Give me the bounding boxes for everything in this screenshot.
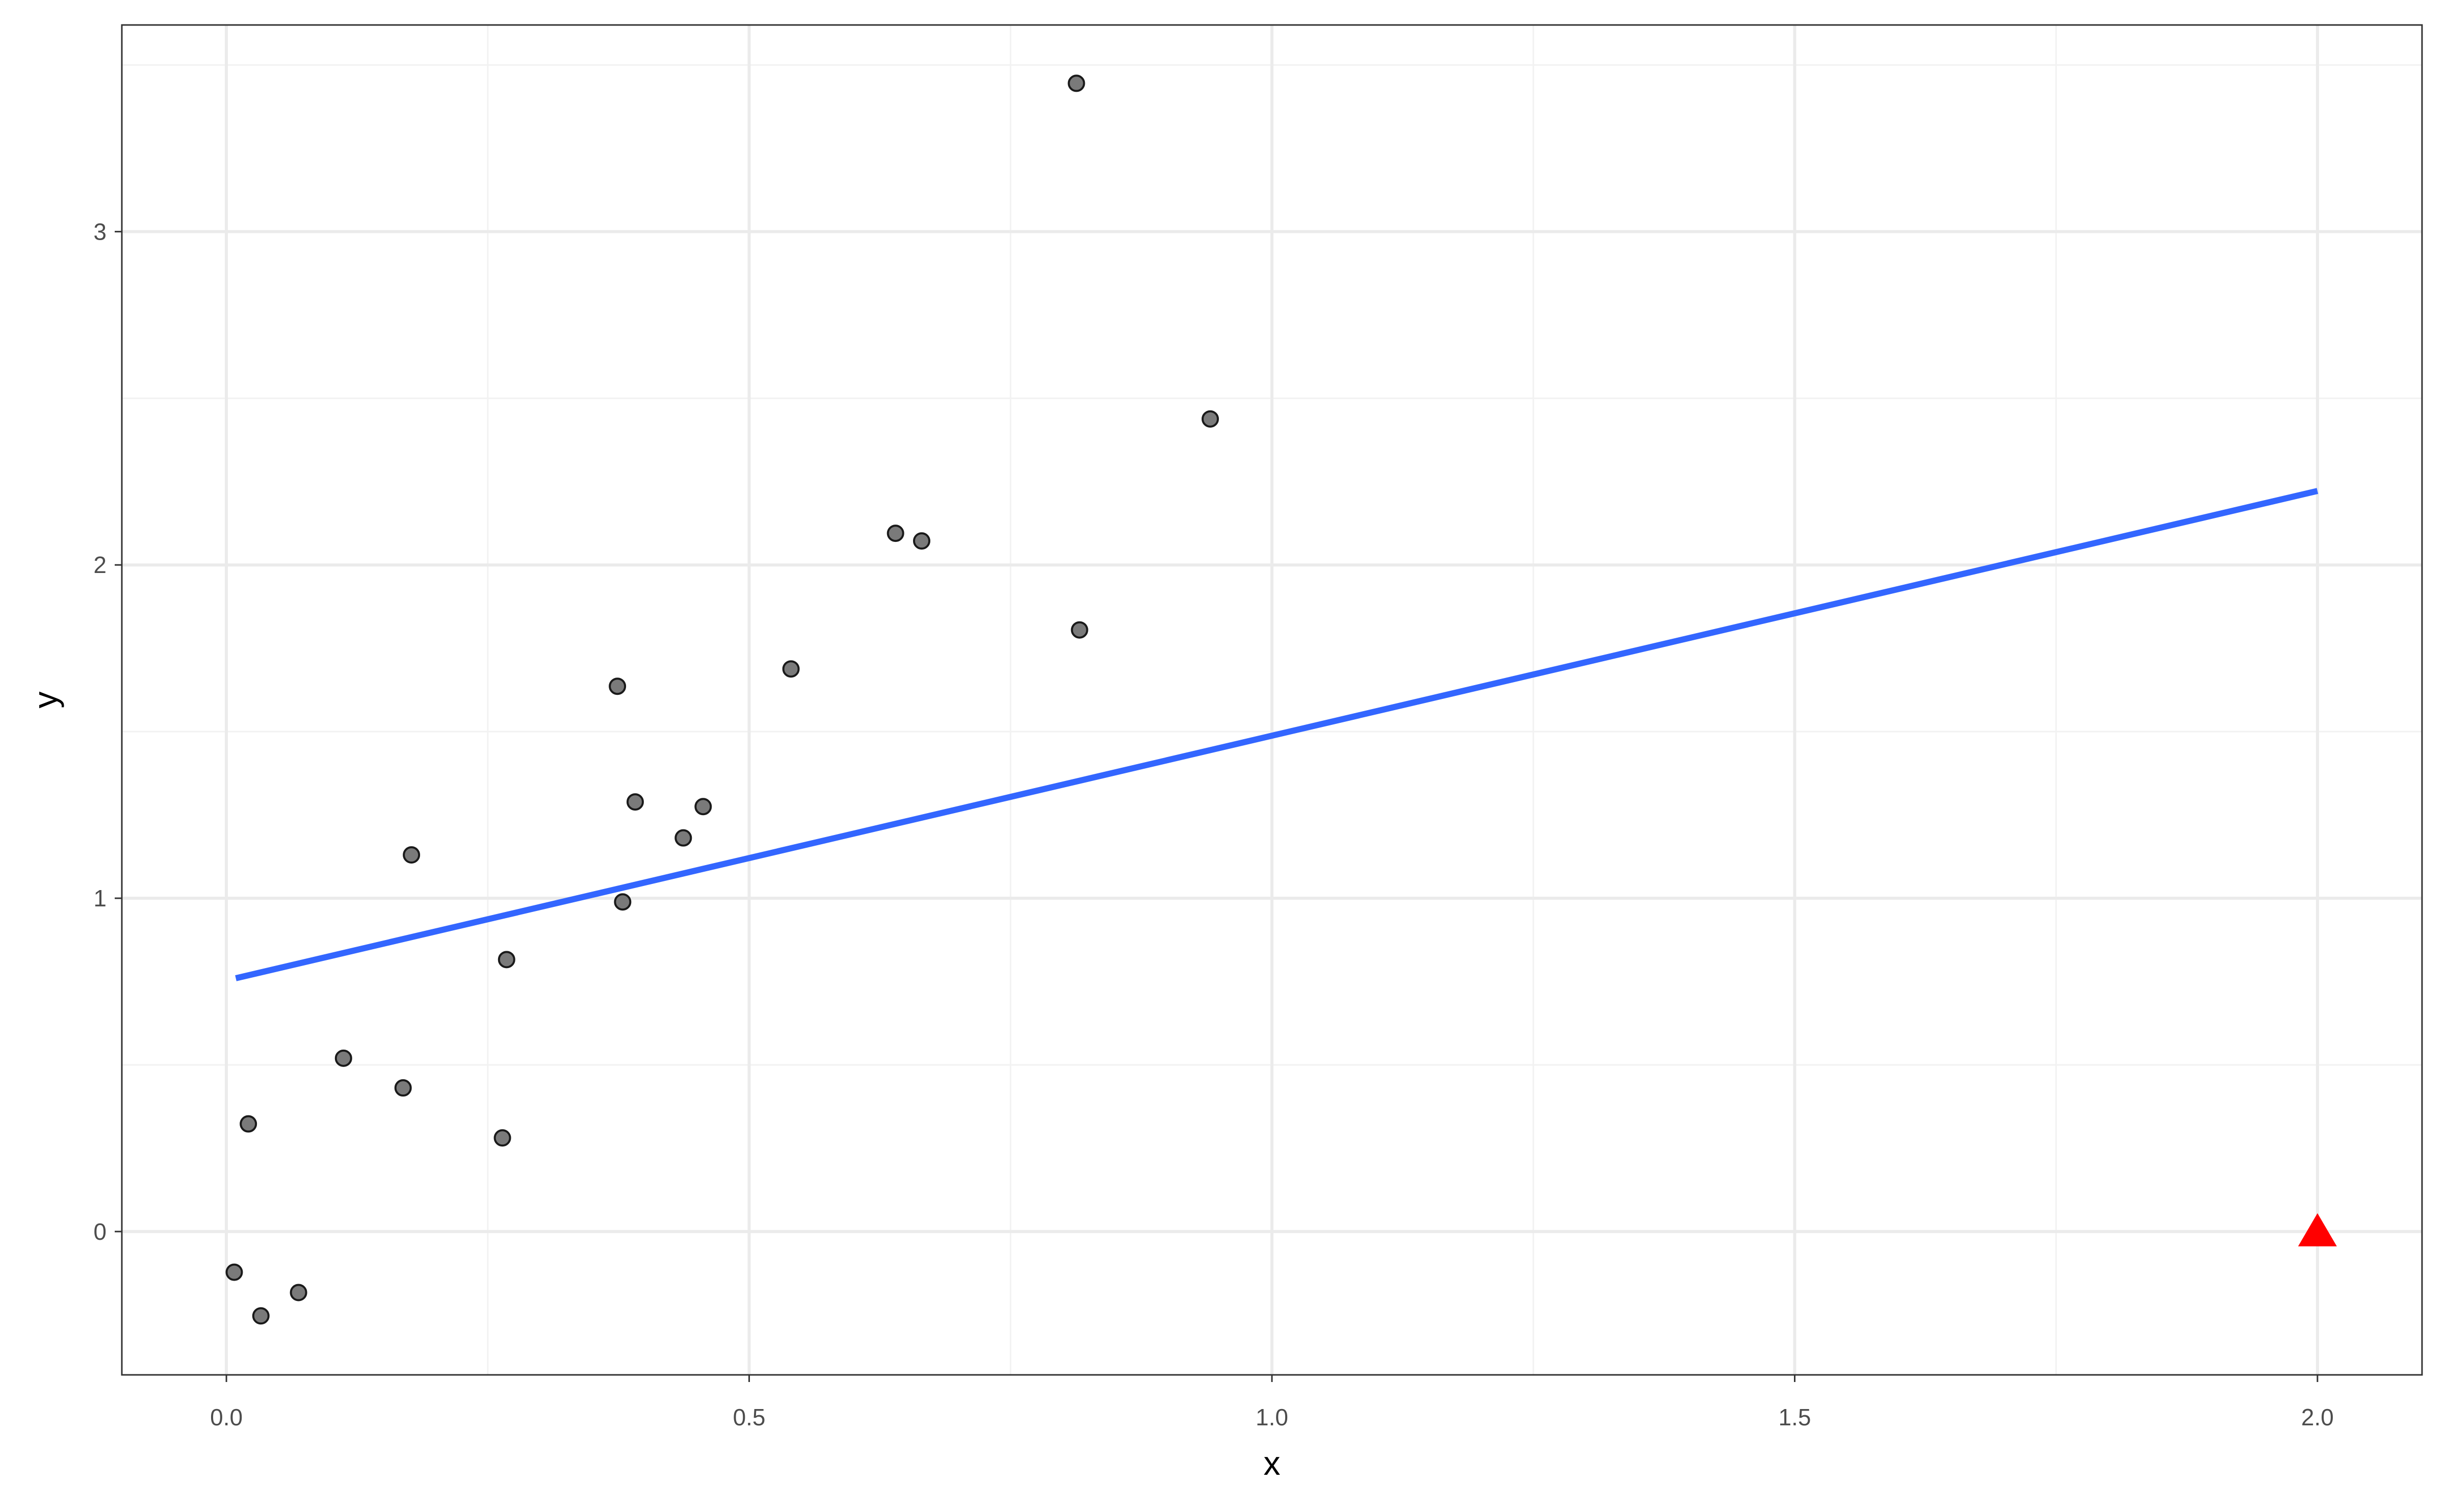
- point: [334, 1049, 352, 1067]
- point: [614, 893, 632, 911]
- point: [1071, 621, 1088, 639]
- y-tick-label: 3: [93, 218, 107, 245]
- x-axis-title: x: [1264, 1444, 1281, 1482]
- point: [626, 793, 644, 811]
- y-tick-label: 1: [93, 885, 107, 911]
- y-tick-label: 0: [93, 1218, 107, 1245]
- point: [290, 1284, 307, 1301]
- point: [913, 532, 930, 550]
- panel-border: [121, 24, 2423, 1376]
- point: [498, 951, 515, 969]
- x-tick-label: 1.5: [1778, 1404, 1811, 1430]
- point: [674, 829, 692, 847]
- point: [493, 1129, 511, 1147]
- point: [403, 846, 421, 864]
- point: [225, 1263, 243, 1281]
- x-tick-label: 0.0: [210, 1404, 243, 1430]
- y-tick-label: 2: [93, 552, 107, 578]
- point: [782, 660, 800, 678]
- x-tick-label: 2.0: [2301, 1404, 2334, 1430]
- fit-line: [235, 488, 2319, 981]
- point: [694, 798, 712, 816]
- point: [240, 1115, 257, 1133]
- x-tick-label: 0.5: [733, 1404, 766, 1430]
- point: [1201, 410, 1219, 428]
- point: [887, 525, 904, 542]
- y-axis-title: y: [27, 692, 64, 709]
- triangle-point: [2298, 1213, 2337, 1246]
- x-tick-label: 1.0: [1256, 1404, 1288, 1430]
- point: [609, 677, 627, 695]
- point: [252, 1307, 270, 1325]
- point: [394, 1079, 412, 1097]
- point: [1068, 74, 1085, 92]
